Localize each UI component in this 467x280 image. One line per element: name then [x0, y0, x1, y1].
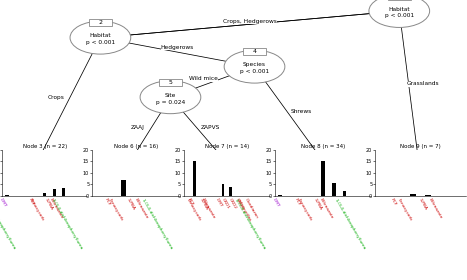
Ellipse shape — [369, 0, 430, 27]
Text: Bifenazate: Bifenazate — [428, 198, 443, 220]
Text: Fenoxycarb: Fenoxycarb — [29, 198, 45, 221]
Text: 1-(3,4-dichlorophenyl)urea: 1-(3,4-dichlorophenyl)urea — [141, 198, 174, 250]
Text: OXO1: OXO1 — [221, 198, 230, 210]
Text: Crops, Hedgerows: Crops, Hedgerows — [223, 19, 277, 24]
Bar — [342, 192, 347, 196]
Ellipse shape — [140, 81, 201, 114]
Text: PCF: PCF — [390, 198, 398, 207]
Bar — [425, 195, 431, 196]
Title: Node 8 (n = 34): Node 8 (n = 34) — [301, 144, 345, 149]
FancyBboxPatch shape — [243, 48, 266, 55]
Title: Node 3 (n = 22): Node 3 (n = 22) — [23, 144, 67, 149]
Text: Habitat
p < 0.001: Habitat p < 0.001 — [86, 33, 115, 45]
Text: PCF: PCF — [28, 198, 35, 207]
Text: Bifenazate: Bifenazate — [49, 198, 64, 220]
Bar — [193, 161, 196, 196]
Text: OXO2: OXO2 — [228, 198, 238, 210]
Text: 3-PBA: 3-PBA — [126, 198, 136, 211]
Bar — [332, 183, 336, 196]
Bar — [410, 194, 416, 196]
Bar — [6, 195, 9, 196]
Text: 4: 4 — [253, 49, 256, 54]
Text: Habitat
p < 0.001: Habitat p < 0.001 — [385, 7, 414, 18]
Bar — [121, 180, 126, 196]
Text: Oxadiazon: Oxadiazon — [244, 198, 259, 220]
Text: DMT: DMT — [272, 198, 280, 208]
Bar — [321, 161, 325, 196]
Text: PCF: PCF — [103, 198, 111, 207]
Text: 1-(3,4-dichlorophenyl)urea: 1-(3,4-dichlorophenyl)urea — [0, 198, 16, 250]
Text: 2: 2 — [99, 20, 102, 25]
Text: 1-(3,4-dichlorophenyl)urea: 1-(3,4-dichlorophenyl)urea — [234, 198, 266, 250]
Text: Hedgerows: Hedgerows — [161, 45, 194, 50]
Bar — [278, 195, 282, 196]
Bar — [229, 187, 232, 196]
Ellipse shape — [224, 50, 285, 83]
Text: PCF: PCF — [187, 198, 194, 207]
Text: 3-PBA: 3-PBA — [199, 198, 209, 211]
Bar — [53, 189, 56, 196]
Text: chlorpyrifos: chlorpyrifos — [236, 198, 252, 222]
Text: Species
p < 0.001: Species p < 0.001 — [240, 62, 269, 74]
Text: DMT: DMT — [0, 198, 7, 208]
Text: Bifenazate: Bifenazate — [318, 198, 334, 220]
Text: 1-(3,4-dichlorophenyl)urea: 1-(3,4-dichlorophenyl)urea — [333, 198, 366, 250]
Bar — [43, 193, 47, 196]
Ellipse shape — [70, 21, 131, 54]
Text: Fenoxycarb: Fenoxycarb — [185, 198, 202, 221]
Title: Node 7 (n = 14): Node 7 (n = 14) — [205, 144, 249, 149]
Bar — [62, 188, 65, 196]
Text: 3-PBA: 3-PBA — [313, 198, 323, 211]
Bar — [222, 185, 224, 196]
Text: 3-PBA: 3-PBA — [44, 198, 54, 211]
Text: OXO3: OXO3 — [235, 198, 245, 210]
Text: Crops: Crops — [48, 95, 64, 100]
FancyBboxPatch shape — [89, 19, 112, 26]
Text: Fenoxycarb: Fenoxycarb — [397, 198, 413, 221]
Text: ZAPVS: ZAPVS — [200, 125, 220, 130]
Text: Fenoxycarb: Fenoxycarb — [296, 198, 312, 221]
Text: Bifenazate: Bifenazate — [133, 198, 149, 220]
Text: Wild mice: Wild mice — [189, 76, 218, 81]
Text: Fenoxycarb: Fenoxycarb — [107, 198, 123, 221]
Text: ZAAJ: ZAAJ — [131, 125, 145, 130]
FancyBboxPatch shape — [159, 79, 182, 86]
Text: Bifenazate: Bifenazate — [201, 198, 216, 220]
Text: 5: 5 — [169, 80, 172, 85]
Text: 3-PBA: 3-PBA — [418, 198, 428, 211]
Text: Grasslands: Grasslands — [406, 81, 439, 87]
Text: DMT: DMT — [215, 198, 223, 208]
Text: PCF: PCF — [294, 198, 302, 207]
Title: Node 9 (n = 7): Node 9 (n = 7) — [400, 144, 441, 149]
Text: Shrews: Shrews — [290, 109, 312, 114]
Text: 1-(3,4-dichlorophenyl)urea: 1-(3,4-dichlorophenyl)urea — [50, 198, 83, 250]
Title: Node 6 (n = 16): Node 6 (n = 16) — [114, 144, 158, 149]
Text: Site
p = 0.024: Site p = 0.024 — [156, 93, 185, 105]
